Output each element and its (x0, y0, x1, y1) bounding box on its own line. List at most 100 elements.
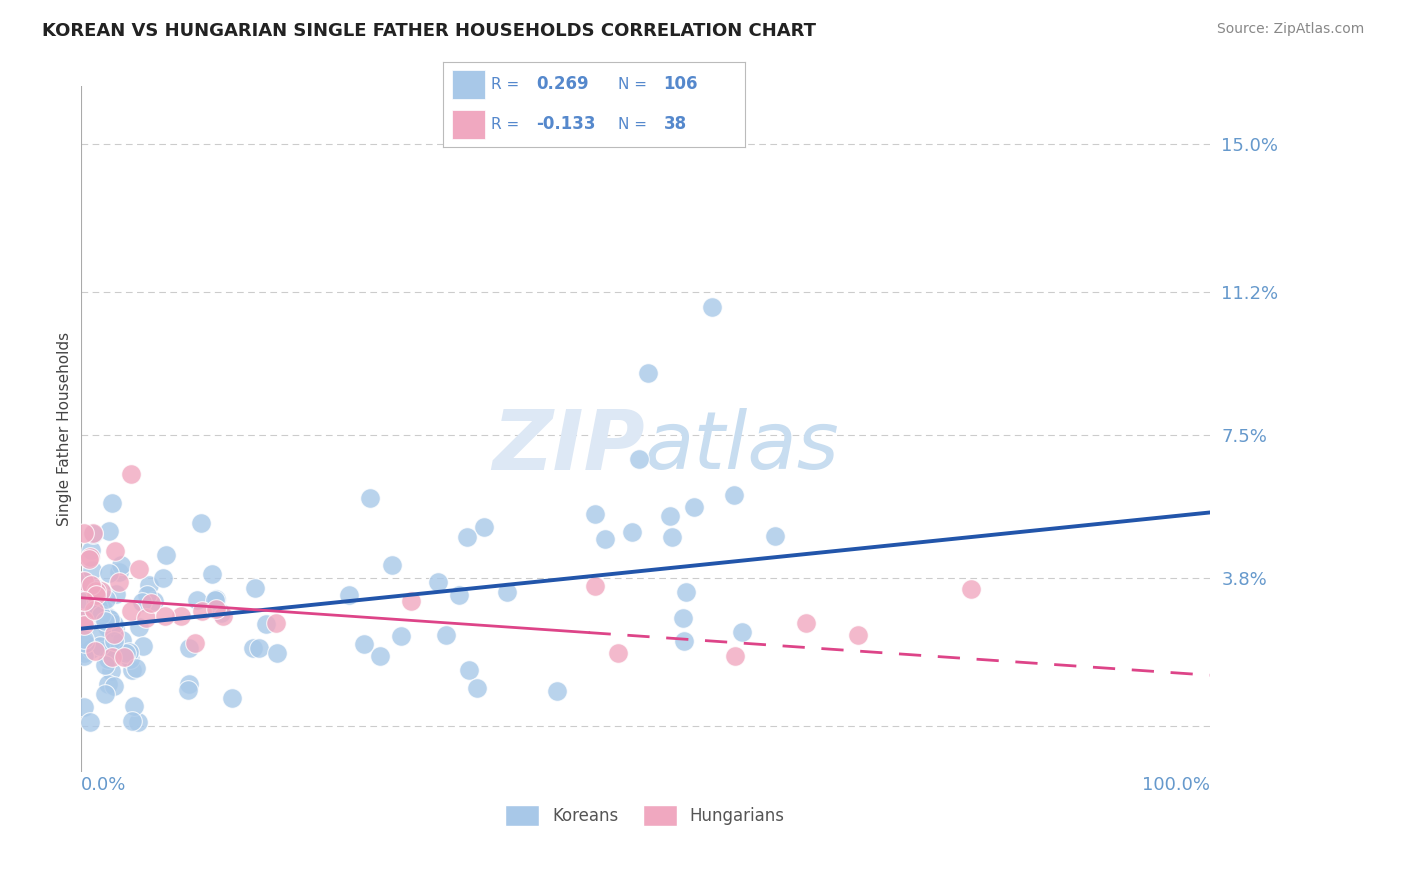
Point (80, 641, 103, 656)
Point (90, 624, 112, 638)
Point (73, 617, 96, 632)
Point (135, 588, 157, 602)
Point (104, 544, 127, 558)
Text: 38: 38 (664, 115, 686, 133)
Point (90, 608, 112, 623)
Y-axis label: Single Father Households: Single Father Households (58, 332, 72, 526)
Point (77, 551, 100, 566)
Point (242, 640, 264, 655)
Point (245, 582, 267, 596)
Bar (451, 110, 485, 139)
Point (247, 641, 270, 656)
Point (73, 574, 96, 588)
Point (723, 488, 745, 502)
Point (80, 543, 103, 558)
Point (368, 648, 391, 663)
Point (125, 660, 148, 674)
Point (472, 520, 495, 534)
Point (118, 645, 141, 659)
Point (449, 588, 471, 602)
Point (176, 683, 198, 698)
Point (672, 634, 695, 648)
Text: 0.0%: 0.0% (80, 776, 127, 794)
Point (76, 611, 98, 625)
Point (86, 584, 108, 599)
Bar (451, 70, 485, 99)
Point (127, 714, 149, 729)
Point (637, 366, 659, 380)
Point (254, 616, 277, 631)
Point (848, 628, 870, 642)
Point (583, 579, 606, 593)
Point (128, 561, 150, 575)
Point (84, 605, 107, 619)
Point (266, 646, 288, 660)
Point (221, 690, 243, 705)
Point (103, 627, 125, 641)
Point (794, 615, 817, 630)
Point (93, 615, 115, 629)
Point (672, 610, 695, 624)
Point (97, 610, 120, 624)
Point (82, 527, 104, 541)
Point (79, 577, 101, 591)
Point (82, 563, 104, 577)
Point (152, 571, 174, 585)
Point (138, 578, 160, 592)
Point (132, 639, 155, 653)
Point (90, 583, 112, 598)
Point (675, 585, 697, 599)
Point (191, 604, 214, 618)
Point (135, 611, 157, 625)
Point (121, 663, 143, 677)
Text: -0.133: -0.133 (537, 115, 596, 133)
Point (94, 657, 117, 672)
Point (190, 516, 212, 530)
Point (120, 604, 142, 618)
Point (124, 699, 146, 714)
Point (186, 593, 208, 607)
Point (103, 633, 125, 648)
Point (204, 593, 226, 607)
Point (143, 594, 166, 608)
Point (112, 650, 135, 665)
Text: 106: 106 (664, 76, 697, 94)
Point (98, 612, 121, 626)
Point (83, 603, 105, 617)
Point (83, 639, 105, 653)
Point (108, 566, 131, 580)
Point (73, 632, 96, 646)
Point (101, 650, 124, 665)
Point (184, 636, 207, 650)
Point (121, 714, 143, 728)
Point (264, 615, 287, 630)
Point (399, 593, 422, 607)
Point (724, 648, 747, 663)
Point (170, 608, 193, 623)
Point (73, 699, 96, 714)
Point (90, 585, 112, 599)
Point (104, 621, 127, 635)
Point (128, 620, 150, 634)
Point (131, 595, 153, 609)
Legend: Koreans, Hungarians: Koreans, Hungarians (499, 798, 792, 832)
Point (115, 646, 138, 660)
Point (177, 677, 200, 691)
Point (73, 649, 96, 664)
Point (73, 574, 96, 589)
Point (205, 602, 228, 616)
Point (73, 646, 96, 660)
Point (82, 525, 104, 540)
Point (139, 596, 162, 610)
Text: R =: R = (491, 77, 519, 92)
Point (84, 644, 107, 658)
Point (86, 600, 108, 615)
Point (94, 592, 117, 607)
Point (205, 591, 228, 606)
Point (101, 496, 124, 510)
Point (120, 467, 142, 481)
Point (353, 636, 375, 650)
Point (73, 526, 96, 541)
Point (84, 593, 107, 607)
Point (381, 558, 404, 572)
